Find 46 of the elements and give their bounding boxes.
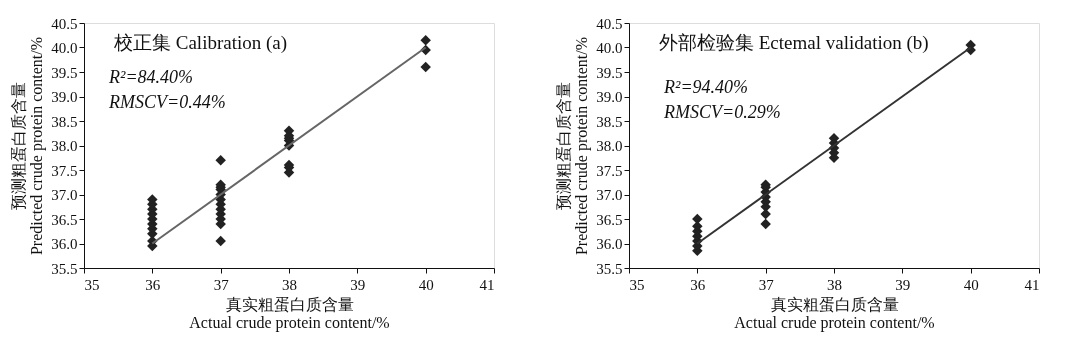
y-tick-label: 40.5 [51, 15, 78, 32]
y-tick-label: 37.5 [51, 162, 78, 179]
x-tick-label: 35 [629, 276, 645, 293]
x-tick-label: 38 [827, 276, 842, 293]
x-tick-label: 37 [213, 276, 230, 293]
annotation: 外部检验集 Ectemal validation (b) [659, 32, 929, 54]
y-tick-label: 40.0 [51, 40, 78, 56]
x-tick-label: 39 [895, 276, 911, 293]
y-tick-label: 38.0 [596, 138, 623, 154]
y-tick-label: 36.0 [51, 236, 78, 252]
y-tick-label: 40.0 [596, 40, 623, 56]
x-tick-label: 36 [145, 276, 161, 293]
x-tick-label: 40 [418, 276, 434, 293]
y-tick-label: 39.5 [596, 64, 623, 81]
y-tick-label: 36.0 [596, 236, 623, 252]
y-tick-label: 40.5 [596, 15, 623, 32]
y-axis-title: 预测粗蛋白质含量 Predicted crude protein content/% [10, 36, 47, 256]
y-tick-label: 37.0 [596, 187, 623, 203]
x-tick-label: 38 [282, 276, 297, 293]
y-tick-label: 37.5 [596, 162, 623, 179]
annotation: 校正集 Calibration (a) [113, 32, 288, 54]
y-axis-title: 预测粗蛋白质含量 Predicted crude protein content/% [555, 36, 592, 256]
annotation: R²=94.40% [663, 77, 749, 97]
y-tick-label: 38.0 [51, 138, 78, 154]
x-tick-label: 36 [690, 276, 706, 293]
y-tick-label: 38.5 [51, 113, 78, 130]
y-tick-label: 36.5 [51, 211, 78, 228]
annotation: R²=84.40% [108, 67, 194, 87]
y-tick-label: 38.5 [596, 113, 623, 130]
x-tick-label: 41 [479, 276, 495, 293]
y-tick-label: 35.5 [51, 260, 78, 277]
annotation: RMSCV=0.44% [108, 92, 226, 112]
annotation: RMSCV=0.29% [663, 102, 781, 122]
x-tick-label: 41 [1024, 276, 1040, 293]
x-axis-title: 真实粗蛋白质含量 Actual crude protein content/% [734, 295, 935, 332]
x-tick-label: 40 [963, 276, 979, 293]
y-tick-label: 39.0 [596, 89, 623, 105]
y-tick-label: 39.0 [51, 89, 78, 105]
y-tick-label: 39.5 [51, 64, 78, 81]
y-tick-label: 37.0 [51, 187, 78, 203]
x-tick-label: 35 [84, 276, 100, 293]
x-axis-title: 真实粗蛋白质含量 Actual crude protein content/% [189, 295, 390, 332]
x-tick-label: 39 [350, 276, 366, 293]
y-tick-label: 35.5 [596, 260, 623, 277]
x-tick-label: 37 [758, 276, 775, 293]
y-tick-label: 36.5 [596, 211, 623, 228]
